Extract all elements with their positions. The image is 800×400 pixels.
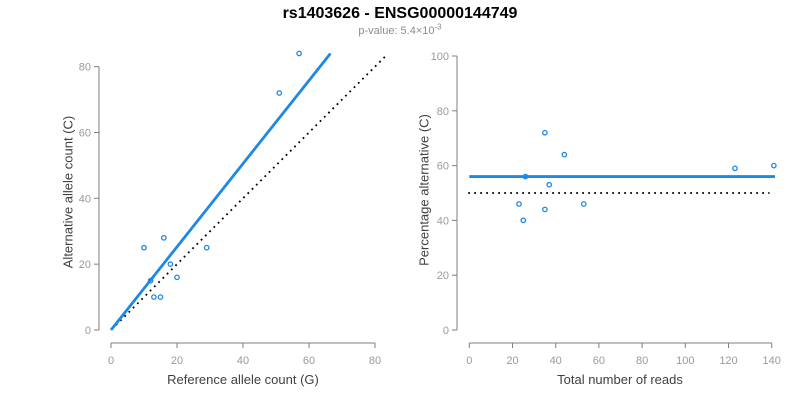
x-tick-label: 20 xyxy=(506,355,518,367)
x-tick-label: 100 xyxy=(676,355,694,367)
identity-line xyxy=(115,54,388,326)
y-tick-label: 20 xyxy=(79,259,91,271)
data-point xyxy=(296,50,302,57)
x-tick-label: 20 xyxy=(171,355,183,367)
data-point xyxy=(522,173,529,180)
x-axis-label-left: Reference allele count (G) xyxy=(167,372,319,387)
data-point xyxy=(167,261,174,268)
x-tick-label: 60 xyxy=(593,355,605,367)
y-tick-label: 0 xyxy=(85,325,91,337)
data-point xyxy=(147,277,154,284)
data-point xyxy=(732,165,738,172)
x-tick-label: 140 xyxy=(763,355,781,367)
data-point xyxy=(516,201,522,207)
figure-subtitle: p-value: 5.4×10-3 xyxy=(0,23,800,37)
data-point xyxy=(580,201,587,207)
fit-line xyxy=(109,52,332,331)
data-point xyxy=(174,274,180,281)
y-tick-label: 60 xyxy=(437,161,449,173)
p-value-text: p-value: 5.4×10 xyxy=(358,25,435,37)
x-axis-label-right: Total number of reads xyxy=(557,372,683,387)
data-point xyxy=(276,90,283,96)
x-tick-label: 80 xyxy=(636,355,648,367)
x-tick-label: 0 xyxy=(108,355,114,367)
data-point xyxy=(771,162,777,169)
y-tick-label: 80 xyxy=(437,106,449,118)
y-axis-label-right: Percentage alternative (C) xyxy=(416,114,432,266)
x-tick-label: 80 xyxy=(369,355,381,367)
y-tick-label: 100 xyxy=(431,51,449,63)
y-tick-label: 40 xyxy=(437,215,449,227)
x-tick-label: 40 xyxy=(237,355,249,367)
x-tick-label: 120 xyxy=(719,355,737,367)
x-tick-label: 0 xyxy=(466,355,472,367)
y-axis-label-left: Alternative allele count (C) xyxy=(60,115,76,269)
data-point xyxy=(141,244,147,251)
data-point xyxy=(561,151,568,158)
y-tick-label: 60 xyxy=(79,127,91,139)
y-tick-label: 40 xyxy=(79,193,91,205)
data-point xyxy=(542,129,548,136)
p-value-exponent: -3 xyxy=(434,22,442,32)
y-tick-label: 20 xyxy=(437,270,449,282)
data-point xyxy=(151,294,157,300)
data-point xyxy=(520,217,527,224)
data-point xyxy=(160,234,167,241)
data-point xyxy=(542,206,548,213)
x-tick-label: 40 xyxy=(550,355,562,367)
data-point xyxy=(157,294,164,300)
figure-title: rs1403626 - ENSG00000144749 xyxy=(282,5,518,22)
y-tick-label: 0 xyxy=(443,325,449,337)
x-tick-label: 60 xyxy=(303,355,315,367)
data-point xyxy=(546,181,553,188)
data-point xyxy=(203,244,210,251)
y-tick-label: 80 xyxy=(79,62,91,74)
